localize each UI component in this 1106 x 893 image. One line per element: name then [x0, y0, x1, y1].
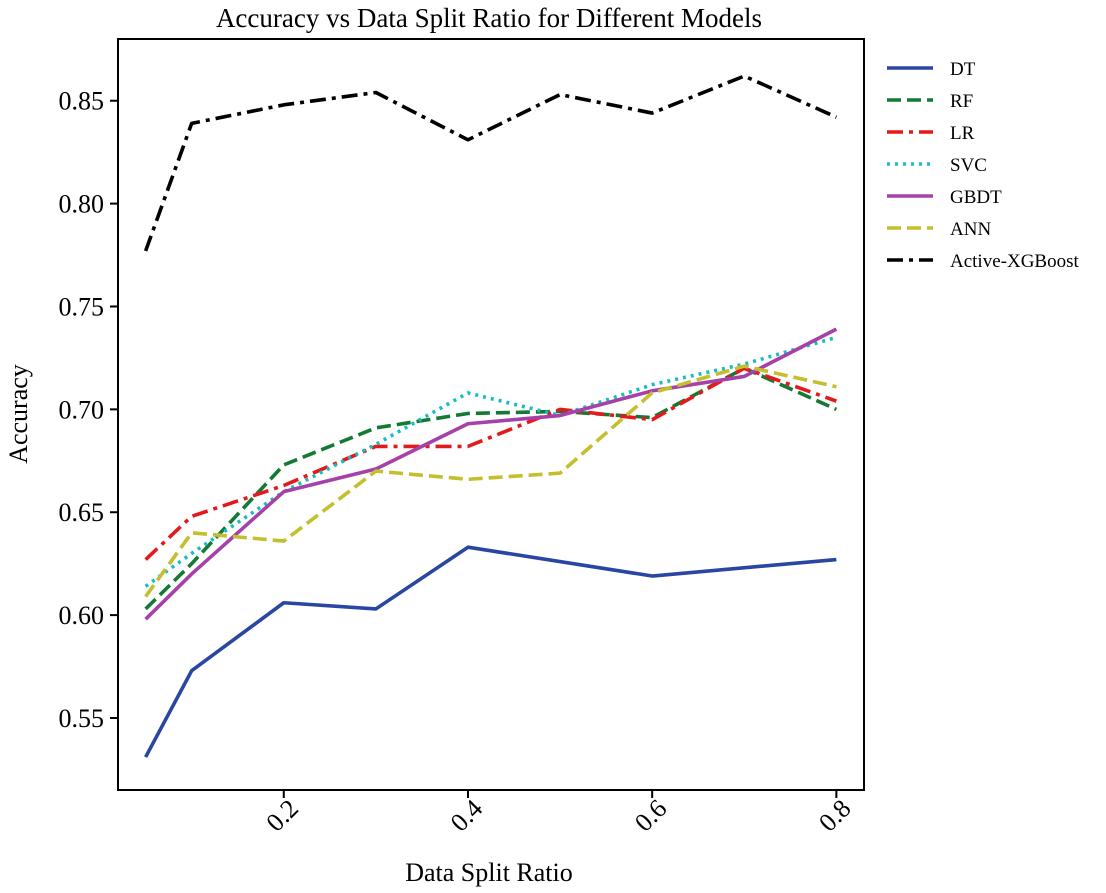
- x-tick-label: 0.4: [445, 794, 488, 837]
- x-tick-label: 0.2: [261, 794, 304, 837]
- chart-title: Accuracy vs Data Split Ratio for Differe…: [216, 3, 762, 33]
- legend-label: LR: [950, 123, 975, 144]
- axes: 0.55 0.60 0.65 0.70 0.75 0.80 0.85 0.2 0.4 0.6 0.8: [59, 87, 857, 837]
- series-line-svc: [144, 335, 837, 588]
- y-tick-label: 0.55: [59, 704, 105, 733]
- legend-label: Active-XGBoost: [950, 251, 1079, 272]
- legend: DT RF LR SVC GBDT ANN Active-XGBoost: [887, 59, 1079, 272]
- series-line-rf: [144, 366, 838, 611]
- y-tick-label: 0.80: [59, 190, 105, 219]
- x-tick-label: 0.8: [813, 794, 856, 837]
- y-tick-label: 0.70: [59, 395, 105, 424]
- legend-label: RF: [950, 91, 973, 112]
- y-tick-label: 0.60: [59, 601, 105, 630]
- series-line-active-xgboost: [143, 74, 838, 252]
- plot-area: [143, 74, 838, 758]
- legend-label: ANN: [950, 219, 991, 240]
- y-axis-label: Accuracy: [4, 364, 33, 464]
- series-line-lr: [144, 366, 837, 561]
- series-line-gbdt: [144, 327, 838, 621]
- legend-label: DT: [950, 59, 976, 80]
- legend-label: SVC: [950, 155, 987, 176]
- legend-label: GBDT: [950, 187, 1002, 208]
- x-axis-label: Data Split Ratio: [405, 858, 573, 887]
- y-tick-label: 0.75: [59, 292, 105, 321]
- y-tick-label: 0.65: [59, 498, 105, 527]
- x-tick-label: 0.6: [629, 794, 672, 837]
- plot-frame: [117, 38, 865, 791]
- y-tick-label: 0.85: [59, 87, 105, 116]
- series-line-ann: [144, 364, 837, 598]
- series-line-dt: [144, 545, 837, 758]
